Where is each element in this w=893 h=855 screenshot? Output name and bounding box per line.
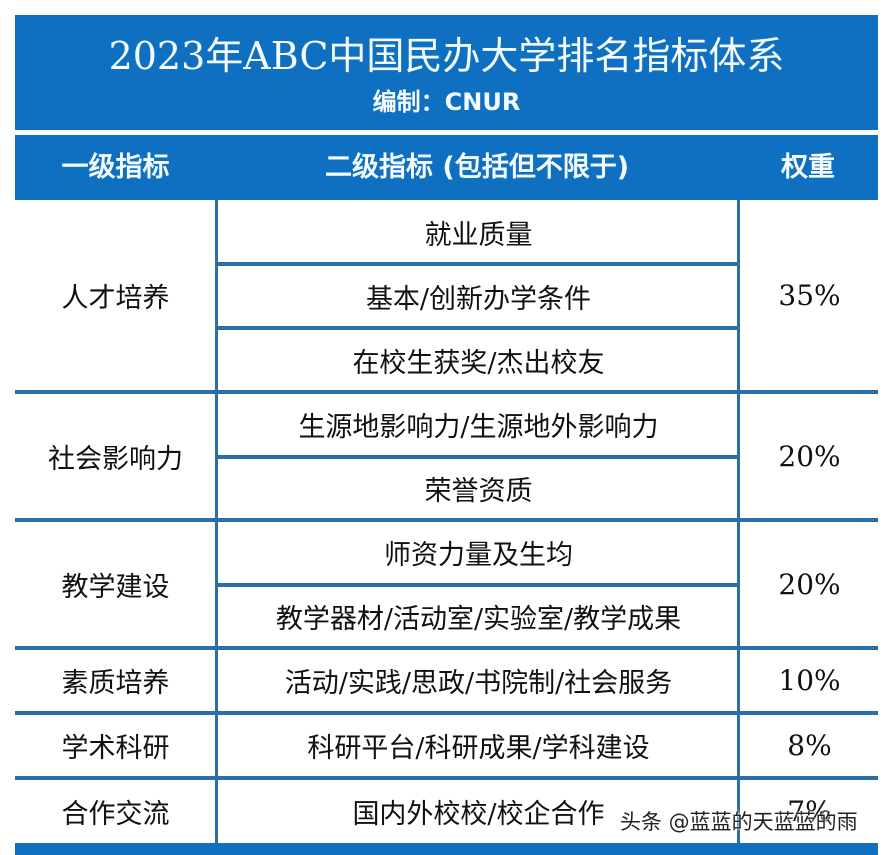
table-header: 一级指标 二级指标 (包括但不限于) 权重: [15, 135, 878, 200]
bottom-bar: [15, 843, 878, 855]
secondary-indicator-cell: 师资力量及生均: [384, 540, 573, 571]
header-weight: 权重: [781, 152, 835, 183]
page-title: 2023年ABC中国民办大学排名指标体系: [108, 34, 785, 78]
primary-indicator-cell: 社会影响力: [48, 443, 183, 475]
group-row-divider: [15, 776, 878, 780]
secondary-indicator-cell: 生源地影响力/生源地外影响力: [298, 412, 659, 443]
secondary-indicator-cell: 就业质量: [424, 219, 533, 251]
group-row-divider: [15, 518, 878, 522]
compiler-subtitle: 编制：CNUR: [372, 88, 521, 116]
primary-indicator-cell: 素质培养: [61, 668, 170, 699]
weight-cell: 10%: [778, 664, 841, 697]
sub-row-divider: [216, 262, 738, 266]
primary-indicator-cell: 教学建设: [61, 571, 170, 603]
weight-cell: 8%: [787, 729, 832, 762]
primary-indicator-cell: 人才培养: [61, 282, 170, 314]
group-row-divider: [15, 646, 878, 650]
header-primary-indicator: 一级指标: [61, 152, 170, 183]
secondary-indicator-cell: 在校生获奖/杰出校友: [352, 347, 605, 379]
primary-indicator-cell: 合作交流: [61, 799, 170, 830]
secondary-indicator-cell: 基本/创新办学条件: [365, 283, 592, 315]
primary-indicator-cell: 学术科研: [61, 733, 170, 764]
secondary-indicator-cell: 国内外校校/校企合作: [352, 799, 605, 830]
group-row-divider: [15, 711, 878, 715]
secondary-indicator-cell: 活动/实践/思政/书院制/社会服务: [284, 668, 673, 699]
weight-cell: 7%: [787, 795, 832, 828]
weight-cell: 35%: [778, 278, 841, 312]
title-banner: 2023年ABC中国民办大学排名指标体系 编制：CNUR: [15, 15, 878, 130]
weight-cell: 20%: [778, 439, 841, 473]
secondary-indicator-cell: 教学器材/活动室/实验室/教学成果: [275, 604, 682, 635]
sub-row-divider: [216, 583, 738, 587]
weight-cell: 20%: [778, 567, 841, 601]
header-secondary-indicator: 二级指标 (包括但不限于): [324, 152, 630, 183]
sub-row-divider: [216, 455, 738, 459]
watermark: 头条 @蓝蓝的天蓝蓝的雨: [620, 810, 858, 834]
secondary-indicator-cell: 荣誉资质: [424, 476, 533, 507]
sub-row-divider: [216, 326, 738, 330]
group-row-divider: [15, 390, 878, 394]
secondary-indicator-cell: 科研平台/科研成果/学科建设: [307, 733, 650, 764]
